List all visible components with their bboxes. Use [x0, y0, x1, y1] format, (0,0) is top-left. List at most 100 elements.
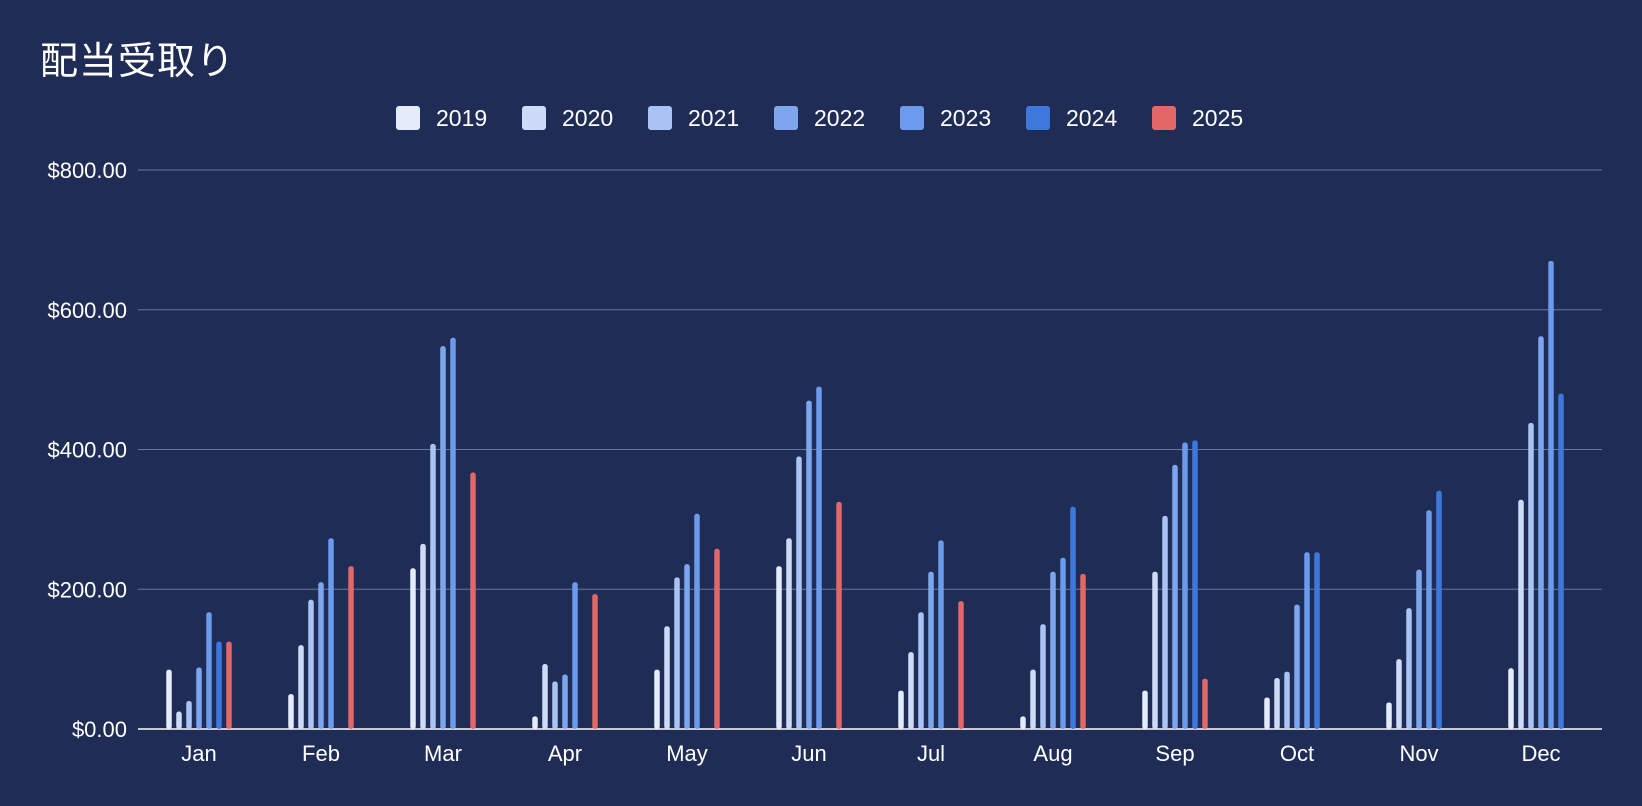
bar-jun-2022 — [806, 400, 812, 729]
bar-apr-2021 — [552, 681, 558, 729]
bar-jun-2019 — [776, 566, 782, 729]
bar-jun-2023 — [816, 386, 822, 729]
x-tick-label: Dec — [1521, 741, 1560, 766]
y-tick-label: $0.00 — [72, 717, 127, 742]
legend-swatch-2022 — [774, 106, 798, 130]
bar-nov-2021 — [1406, 608, 1412, 729]
bar-sep-2025 — [1202, 678, 1208, 729]
bar-dec-2024 — [1558, 393, 1564, 729]
bar-apr-2022 — [562, 674, 568, 729]
x-tick-label: Jun — [791, 741, 826, 766]
x-tick-label: Nov — [1399, 741, 1438, 766]
bar-jan-2020 — [176, 711, 182, 729]
bar-mar-2022 — [440, 346, 446, 729]
bar-aug-2022 — [1050, 571, 1056, 729]
bar-jul-2020 — [908, 652, 914, 729]
bar-oct-2023 — [1304, 552, 1310, 729]
bar-may-2019 — [654, 669, 660, 729]
bar-jan-2021 — [186, 701, 192, 729]
bar-mar-2020 — [420, 543, 426, 729]
legend-label: 2025 — [1192, 105, 1243, 131]
y-tick-label: $200.00 — [47, 577, 127, 602]
bar-mar-2025 — [470, 472, 476, 729]
bar-aug-2021 — [1040, 624, 1046, 729]
bar-jun-2021 — [796, 456, 802, 729]
bar-nov-2024 — [1436, 490, 1442, 729]
bar-sep-2022 — [1172, 464, 1178, 729]
bar-jan-2025 — [226, 641, 232, 729]
bar-mar-2021 — [430, 443, 436, 729]
x-tick-label: Feb — [302, 741, 340, 766]
bar-apr-2020 — [542, 664, 548, 729]
bar-oct-2019 — [1264, 697, 1270, 729]
legend-swatch-2023 — [900, 106, 924, 130]
bar-oct-2021 — [1284, 671, 1290, 729]
bar-mar-2023 — [450, 337, 456, 729]
x-tick-label: Jan — [181, 741, 216, 766]
bar-aug-2023 — [1060, 557, 1066, 729]
x-tick-label: Oct — [1280, 741, 1314, 766]
bar-sep-2021 — [1162, 515, 1168, 729]
bar-jan-2023 — [206, 612, 212, 729]
bar-oct-2022 — [1294, 604, 1300, 729]
x-tick-label: Jul — [917, 741, 945, 766]
bar-jun-2025 — [836, 501, 842, 729]
bar-nov-2023 — [1426, 510, 1432, 729]
bar-apr-2019 — [532, 716, 538, 729]
bar-jun-2020 — [786, 538, 792, 729]
bar-nov-2022 — [1416, 569, 1422, 729]
bar-apr-2025 — [592, 594, 598, 729]
legend-label: 2020 — [562, 105, 613, 131]
chart-title: 配当受取り — [40, 39, 236, 83]
bar-feb-2025 — [348, 566, 354, 729]
bar-jan-2022 — [196, 667, 202, 729]
bar-oct-2020 — [1274, 677, 1280, 729]
bar-sep-2023 — [1182, 442, 1188, 729]
bar-may-2021 — [674, 577, 680, 729]
bar-sep-2020 — [1152, 571, 1158, 729]
x-tick-label: Aug — [1033, 741, 1072, 766]
bar-oct-2024 — [1314, 552, 1320, 729]
bar-nov-2020 — [1396, 659, 1402, 729]
bar-dec-2019 — [1508, 668, 1514, 729]
bar-feb-2019 — [288, 694, 294, 729]
bar-jan-2024 — [216, 641, 222, 729]
bar-may-2023 — [694, 513, 700, 729]
bar-sep-2024 — [1192, 440, 1198, 729]
bar-dec-2023 — [1548, 260, 1554, 729]
y-tick-label: $400.00 — [47, 438, 127, 463]
bar-may-2022 — [684, 564, 690, 729]
bar-jul-2021 — [918, 612, 924, 729]
bar-jul-2023 — [938, 540, 944, 729]
bar-jul-2022 — [928, 571, 934, 729]
bar-aug-2019 — [1020, 716, 1026, 729]
bar-dec-2021 — [1528, 422, 1534, 729]
bar-jan-2019 — [166, 669, 172, 729]
bar-nov-2019 — [1386, 702, 1392, 729]
bar-jul-2025 — [958, 601, 964, 729]
x-tick-label: Mar — [424, 741, 462, 766]
legend-swatch-2019 — [396, 106, 420, 130]
legend-label: 2021 — [688, 105, 739, 131]
legend-label: 2023 — [940, 105, 991, 131]
bar-feb-2020 — [298, 645, 304, 729]
bar-aug-2025 — [1080, 573, 1086, 729]
bar-dec-2022 — [1538, 336, 1544, 729]
bar-aug-2020 — [1030, 669, 1036, 729]
bar-feb-2022 — [318, 582, 324, 729]
x-tick-label: May — [666, 741, 708, 766]
x-tick-label: Sep — [1155, 741, 1194, 766]
legend-label: 2024 — [1066, 105, 1117, 131]
bar-may-2020 — [664, 626, 670, 729]
bar-feb-2023 — [328, 538, 334, 729]
bar-apr-2023 — [572, 582, 578, 729]
y-tick-label: $800.00 — [47, 158, 127, 183]
y-tick-label: $600.00 — [47, 298, 127, 323]
bar-dec-2020 — [1518, 499, 1524, 729]
legend-swatch-2020 — [522, 106, 546, 130]
legend-swatch-2025 — [1152, 106, 1176, 130]
legend-swatch-2024 — [1026, 106, 1050, 130]
legend-swatch-2021 — [648, 106, 672, 130]
legend-label: 2022 — [814, 105, 865, 131]
